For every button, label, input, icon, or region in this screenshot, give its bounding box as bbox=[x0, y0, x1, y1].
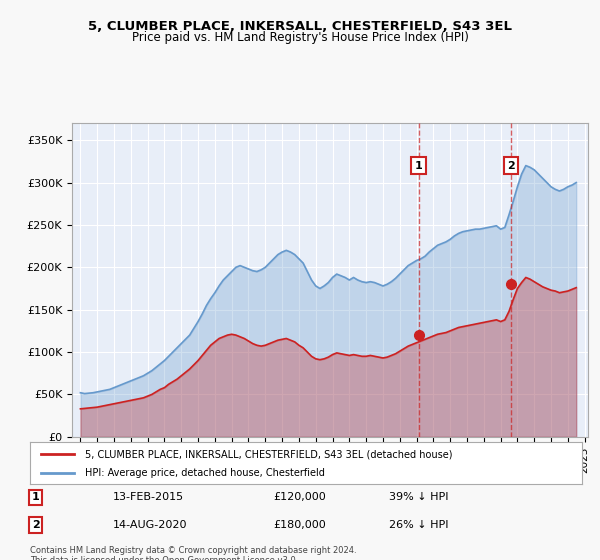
Text: 14-AUG-2020: 14-AUG-2020 bbox=[113, 520, 187, 530]
Text: Price paid vs. HM Land Registry's House Price Index (HPI): Price paid vs. HM Land Registry's House … bbox=[131, 31, 469, 44]
Text: 2: 2 bbox=[507, 161, 515, 171]
Text: £180,000: £180,000 bbox=[273, 520, 326, 530]
Text: 5, CLUMBER PLACE, INKERSALL, CHESTERFIELD, S43 3EL: 5, CLUMBER PLACE, INKERSALL, CHESTERFIEL… bbox=[88, 20, 512, 32]
Text: 39% ↓ HPI: 39% ↓ HPI bbox=[389, 492, 448, 502]
Text: Contains HM Land Registry data © Crown copyright and database right 2024.
This d: Contains HM Land Registry data © Crown c… bbox=[30, 546, 356, 560]
Text: 2: 2 bbox=[32, 520, 40, 530]
Text: £120,000: £120,000 bbox=[273, 492, 326, 502]
Text: 5, CLUMBER PLACE, INKERSALL, CHESTERFIELD, S43 3EL (detached house): 5, CLUMBER PLACE, INKERSALL, CHESTERFIEL… bbox=[85, 449, 453, 459]
Text: 13-FEB-2015: 13-FEB-2015 bbox=[113, 492, 184, 502]
Text: 1: 1 bbox=[32, 492, 40, 502]
Text: 1: 1 bbox=[415, 161, 422, 171]
Text: 26% ↓ HPI: 26% ↓ HPI bbox=[389, 520, 448, 530]
Text: HPI: Average price, detached house, Chesterfield: HPI: Average price, detached house, Ches… bbox=[85, 468, 325, 478]
